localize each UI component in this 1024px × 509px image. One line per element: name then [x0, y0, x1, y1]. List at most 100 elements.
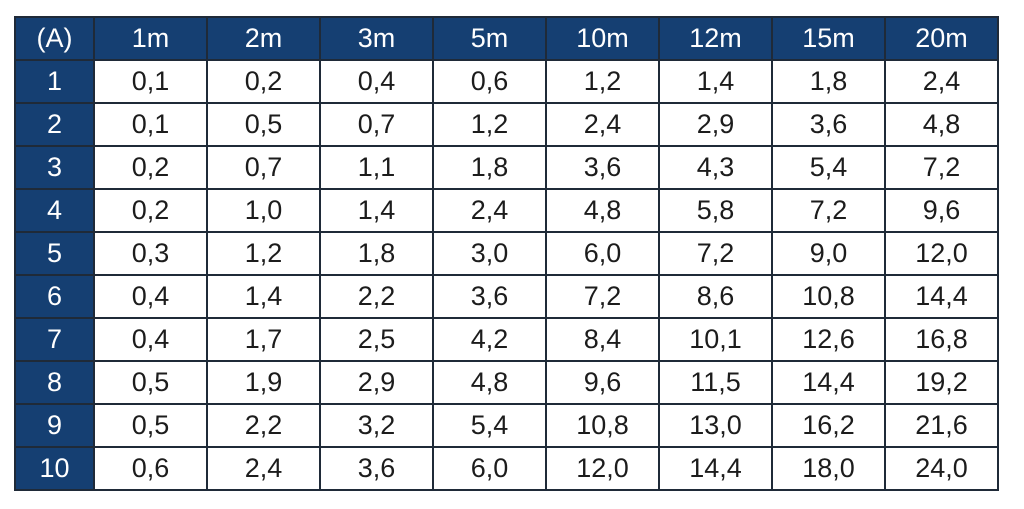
table-cell: 0,6	[432, 59, 547, 104]
table-cell: 5,4	[432, 403, 547, 448]
table-cell: 14,4	[771, 360, 886, 405]
header-row: (A) 1m 2m 3m 5m 10m 12m 15m 20m	[14, 16, 999, 61]
table-cell: 4,8	[545, 188, 660, 233]
table-cell: 1,4	[319, 188, 434, 233]
table-cell: 2,2	[206, 403, 321, 448]
table-container: (A) 1m 2m 3m 5m 10m 12m 15m 20m 1 0,1 0,2 0…	[14, 16, 999, 491]
table-cell: 1,0	[206, 188, 321, 233]
table-cell: 14,4	[658, 446, 773, 491]
table-cell: 24,0	[884, 446, 999, 491]
table-cell: 1,7	[206, 317, 321, 362]
table-cell: 3,6	[771, 102, 886, 147]
table-cell: 1,2	[206, 231, 321, 276]
table-cell: 0,1	[93, 59, 208, 104]
table-cell: 6,0	[432, 446, 547, 491]
table-cell: 0,4	[93, 317, 208, 362]
row-header: 3	[14, 145, 95, 190]
table-cell: 9,6	[545, 360, 660, 405]
column-header: 2m	[206, 16, 321, 61]
column-header: 3m	[319, 16, 434, 61]
table-cell: 1,9	[206, 360, 321, 405]
table-cell: 11,5	[658, 360, 773, 405]
table-cell: 9,0	[771, 231, 886, 276]
table-cell: 10,8	[545, 403, 660, 448]
table-cell: 0,5	[93, 403, 208, 448]
table-cell: 5,8	[658, 188, 773, 233]
table-cell: 2,9	[658, 102, 773, 147]
table-cell: 2,5	[319, 317, 434, 362]
row-header: 2	[14, 102, 95, 147]
table-row: 10 0,6 2,4 3,6 6,0 12,0 14,4 18,0 24,0	[14, 446, 999, 491]
table-cell: 8,6	[658, 274, 773, 319]
table-cell: 16,2	[771, 403, 886, 448]
table-cell: 0,7	[206, 145, 321, 190]
table-cell: 12,0	[884, 231, 999, 276]
table-cell: 0,5	[206, 102, 321, 147]
table-row: 3 0,2 0,7 1,1 1,8 3,6 4,3 5,4 7,2	[14, 145, 999, 190]
table-cell: 0,2	[93, 188, 208, 233]
table-cell: 16,8	[884, 317, 999, 362]
table-cell: 19,2	[884, 360, 999, 405]
table-cell: 0,2	[206, 59, 321, 104]
table-cell: 12,0	[545, 446, 660, 491]
column-header: 12m	[658, 16, 773, 61]
table-cell: 1,4	[658, 59, 773, 104]
table-cell: 10,1	[658, 317, 773, 362]
table-cell: 0,2	[93, 145, 208, 190]
table-cell: 0,6	[93, 446, 208, 491]
table-cell: 4,2	[432, 317, 547, 362]
table-cell: 7,2	[545, 274, 660, 319]
voltage-drop-table: (A) 1m 2m 3m 5m 10m 12m 15m 20m 1 0,1 0,2 0…	[14, 16, 999, 491]
table-cell: 3,0	[432, 231, 547, 276]
table-row: 7 0,4 1,7 2,5 4,2 8,4 10,1 12,6 16,8	[14, 317, 999, 362]
column-header: 1m	[93, 16, 208, 61]
table-cell: 2,4	[206, 446, 321, 491]
row-header: 4	[14, 188, 95, 233]
table-cell: 2,2	[319, 274, 434, 319]
corner-header: (A)	[14, 16, 95, 61]
column-header: 15m	[771, 16, 886, 61]
table-cell: 5,4	[771, 145, 886, 190]
table-cell: 13,0	[658, 403, 773, 448]
table-row: 2 0,1 0,5 0,7 1,2 2,4 2,9 3,6 4,8	[14, 102, 999, 147]
table-cell: 6,0	[545, 231, 660, 276]
table-cell: 21,6	[884, 403, 999, 448]
table-cell: 3,6	[432, 274, 547, 319]
table-cell: 2,4	[432, 188, 547, 233]
table-cell: 1,8	[319, 231, 434, 276]
table-cell: 3,2	[319, 403, 434, 448]
row-header: 10	[14, 446, 95, 491]
row-header: 6	[14, 274, 95, 319]
table-cell: 1,8	[432, 145, 547, 190]
table-cell: 18,0	[771, 446, 886, 491]
table-row: 9 0,5 2,2 3,2 5,4 10,8 13,0 16,2 21,6	[14, 403, 999, 448]
table-cell: 7,2	[884, 145, 999, 190]
table-cell: 2,9	[319, 360, 434, 405]
table-cell: 2,4	[884, 59, 999, 104]
table-row: 8 0,5 1,9 2,9 4,8 9,6 11,5 14,4 19,2	[14, 360, 999, 405]
table-cell: 0,4	[93, 274, 208, 319]
table-cell: 9,6	[884, 188, 999, 233]
table-row: 1 0,1 0,2 0,4 0,6 1,2 1,4 1,8 2,4	[14, 59, 999, 104]
table-cell: 8,4	[545, 317, 660, 362]
column-header: 20m	[884, 16, 999, 61]
table-cell: 10,8	[771, 274, 886, 319]
table-cell: 1,2	[545, 59, 660, 104]
table-cell: 1,1	[319, 145, 434, 190]
row-header: 8	[14, 360, 95, 405]
table-cell: 1,4	[206, 274, 321, 319]
table-cell: 0,7	[319, 102, 434, 147]
table-cell: 1,2	[432, 102, 547, 147]
table-cell: 0,5	[93, 360, 208, 405]
row-header: 1	[14, 59, 95, 104]
table-row: 4 0,2 1,0 1,4 2,4 4,8 5,8 7,2 9,6	[14, 188, 999, 233]
table-cell: 0,4	[319, 59, 434, 104]
table-cell: 2,4	[545, 102, 660, 147]
row-header: 5	[14, 231, 95, 276]
table-cell: 0,3	[93, 231, 208, 276]
table-cell: 14,4	[884, 274, 999, 319]
table-cell: 0,1	[93, 102, 208, 147]
row-header: 9	[14, 403, 95, 448]
table-row: 5 0,3 1,2 1,8 3,0 6,0 7,2 9,0 12,0	[14, 231, 999, 276]
table-cell: 3,6	[545, 145, 660, 190]
